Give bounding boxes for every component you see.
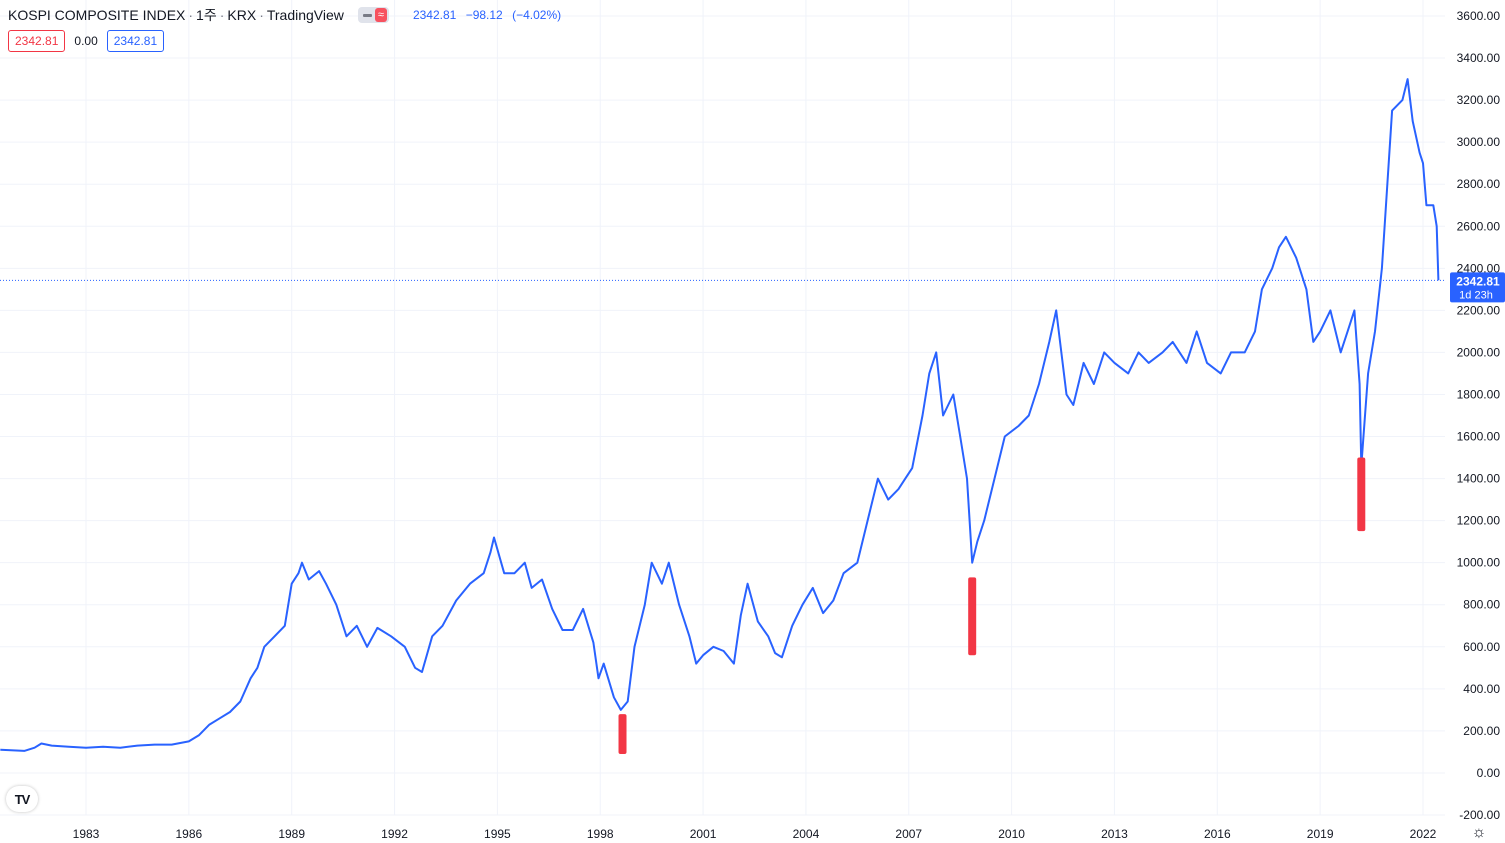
x-tick-label: 1989 bbox=[278, 827, 305, 841]
quote-values: 2342.81 −98.12 (−4.02%) bbox=[413, 8, 567, 22]
y-tick-label: 0.00 bbox=[1477, 766, 1501, 780]
y-tick-label: 2600.00 bbox=[1457, 219, 1501, 233]
y-tick-label: -200.00 bbox=[1459, 808, 1500, 822]
y-tick-label: 3600.00 bbox=[1457, 9, 1501, 23]
input-value-left[interactable]: 2342.81 bbox=[8, 30, 66, 52]
bar-countdown: 1d 23h bbox=[1459, 289, 1493, 301]
y-tick-label: 2000.00 bbox=[1457, 345, 1501, 359]
legend-separator: · bbox=[259, 7, 264, 23]
bottom-marker bbox=[618, 714, 627, 755]
y-tick-label: 600.00 bbox=[1463, 640, 1500, 654]
x-tick-label: 1992 bbox=[381, 827, 408, 841]
approx-icon[interactable]: ≈ bbox=[374, 8, 387, 22]
x-tick-label: 1995 bbox=[484, 827, 511, 841]
price-line bbox=[0, 78, 1440, 752]
x-tick-label: 2001 bbox=[690, 827, 717, 841]
x-tick-label: 2007 bbox=[895, 827, 922, 841]
y-tick-label: 2400.00 bbox=[1457, 261, 1501, 275]
legend-separator: · bbox=[219, 7, 225, 23]
legend-separator: · bbox=[188, 7, 194, 23]
last-price-label: 2342.81 1d 23h bbox=[1450, 272, 1505, 303]
y-tick-label: 3400.00 bbox=[1457, 51, 1501, 65]
exchange-label: KRX bbox=[227, 7, 257, 23]
last-price-value: 2342.81 bbox=[1456, 274, 1500, 288]
time-axis[interactable]: 1983 1986 1989 1992 1995 1998 2001 2004 2007 2010… bbox=[73, 827, 1437, 841]
y-tick-label: 1000.00 bbox=[1457, 556, 1501, 570]
y-tick-label: 200.00 bbox=[1463, 724, 1500, 738]
quote-change: −98.12 bbox=[465, 8, 503, 22]
x-tick-label: 2010 bbox=[998, 827, 1025, 841]
symbol-name[interactable]: KOSPI COMPOSITE INDEX bbox=[8, 7, 186, 23]
gear-icon[interactable]: ☼ bbox=[1471, 824, 1487, 841]
y-tick-label: 3000.00 bbox=[1457, 135, 1501, 149]
quote-price: 2342.81 bbox=[412, 8, 457, 22]
indicator-inputs: 2342.81 0.00 2342.81 bbox=[8, 30, 165, 52]
y-tick-label: 2200.00 bbox=[1457, 303, 1501, 317]
y-tick-label: 800.00 bbox=[1463, 598, 1500, 612]
x-tick-label: 2022 bbox=[1410, 827, 1437, 841]
minus-icon[interactable] bbox=[362, 13, 372, 17]
bottom-marker bbox=[1357, 457, 1366, 532]
x-tick-label: 2004 bbox=[793, 827, 820, 841]
legend-controls[interactable]: ≈ bbox=[357, 7, 389, 23]
tradingview-logo-icon[interactable]: TV bbox=[6, 786, 38, 812]
y-tick-label: 1200.00 bbox=[1457, 514, 1501, 528]
grid bbox=[0, 0, 1445, 816]
x-tick-label: 2016 bbox=[1204, 827, 1231, 841]
y-tick-label: 3200.00 bbox=[1457, 93, 1501, 107]
y-tick-label: 1400.00 bbox=[1457, 472, 1501, 486]
y-tick-label: 1800.00 bbox=[1457, 387, 1501, 401]
y-tick-label: 400.00 bbox=[1463, 682, 1500, 696]
price-series bbox=[0, 78, 1440, 752]
y-tick-label: 1600.00 bbox=[1457, 430, 1501, 444]
x-tick-label: 1986 bbox=[175, 827, 202, 841]
series-legend: KOSPI COMPOSITE INDEX · 1주 · KRX · Tradi… bbox=[8, 4, 567, 26]
source-label: TradingView bbox=[266, 7, 344, 23]
bottom-markers bbox=[618, 457, 1366, 755]
x-tick-label: 1983 bbox=[73, 827, 100, 841]
x-tick-label: 1998 bbox=[587, 827, 614, 841]
y-tick-label: 2800.00 bbox=[1457, 177, 1501, 191]
x-tick-label: 2019 bbox=[1307, 827, 1334, 841]
x-tick-label: 2013 bbox=[1101, 827, 1128, 841]
interval-label[interactable]: 1주 bbox=[196, 7, 217, 23]
quote-change-pct: (−4.02%) bbox=[512, 8, 562, 22]
input-value-right[interactable]: 2342.81 bbox=[106, 30, 165, 52]
price-axis[interactable]: 3600.00 3400.00 3200.00 3000.00 2800.00 2600.… bbox=[1457, 9, 1501, 822]
input-value-mid: 0.00 bbox=[74, 34, 98, 48]
bottom-marker bbox=[968, 577, 977, 656]
